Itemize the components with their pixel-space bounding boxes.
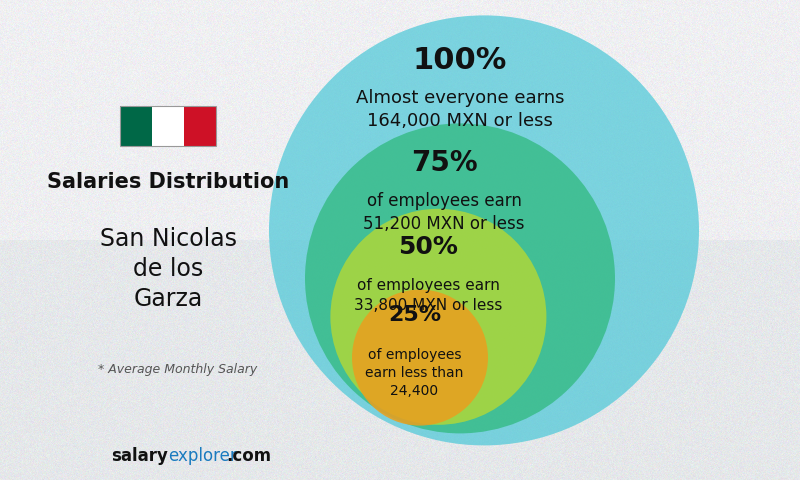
Text: San Nicolas
de los
Garza: San Nicolas de los Garza xyxy=(99,227,237,311)
Circle shape xyxy=(269,15,699,445)
Text: .com: .com xyxy=(226,447,271,465)
Circle shape xyxy=(352,289,488,426)
Bar xyxy=(120,106,152,146)
Bar xyxy=(184,106,216,146)
Text: Salaries Distribution: Salaries Distribution xyxy=(47,172,289,192)
Text: of employees earn
33,800 MXN or less: of employees earn 33,800 MXN or less xyxy=(354,278,502,312)
Bar xyxy=(152,106,184,146)
Text: 100%: 100% xyxy=(413,46,507,74)
Circle shape xyxy=(330,209,546,425)
Text: 50%: 50% xyxy=(398,235,458,259)
Text: 75%: 75% xyxy=(410,149,478,177)
Bar xyxy=(120,106,216,146)
Circle shape xyxy=(305,123,615,433)
Text: of employees earn
51,200 MXN or less: of employees earn 51,200 MXN or less xyxy=(363,192,525,233)
Text: of employees
earn less than
24,400: of employees earn less than 24,400 xyxy=(366,348,463,398)
Text: Almost everyone earns
164,000 MXN or less: Almost everyone earns 164,000 MXN or les… xyxy=(356,89,564,130)
Text: explorer: explorer xyxy=(168,447,237,465)
Text: 25%: 25% xyxy=(388,305,441,325)
Text: * Average Monthly Salary: * Average Monthly Salary xyxy=(98,363,258,376)
Text: salary: salary xyxy=(111,447,168,465)
